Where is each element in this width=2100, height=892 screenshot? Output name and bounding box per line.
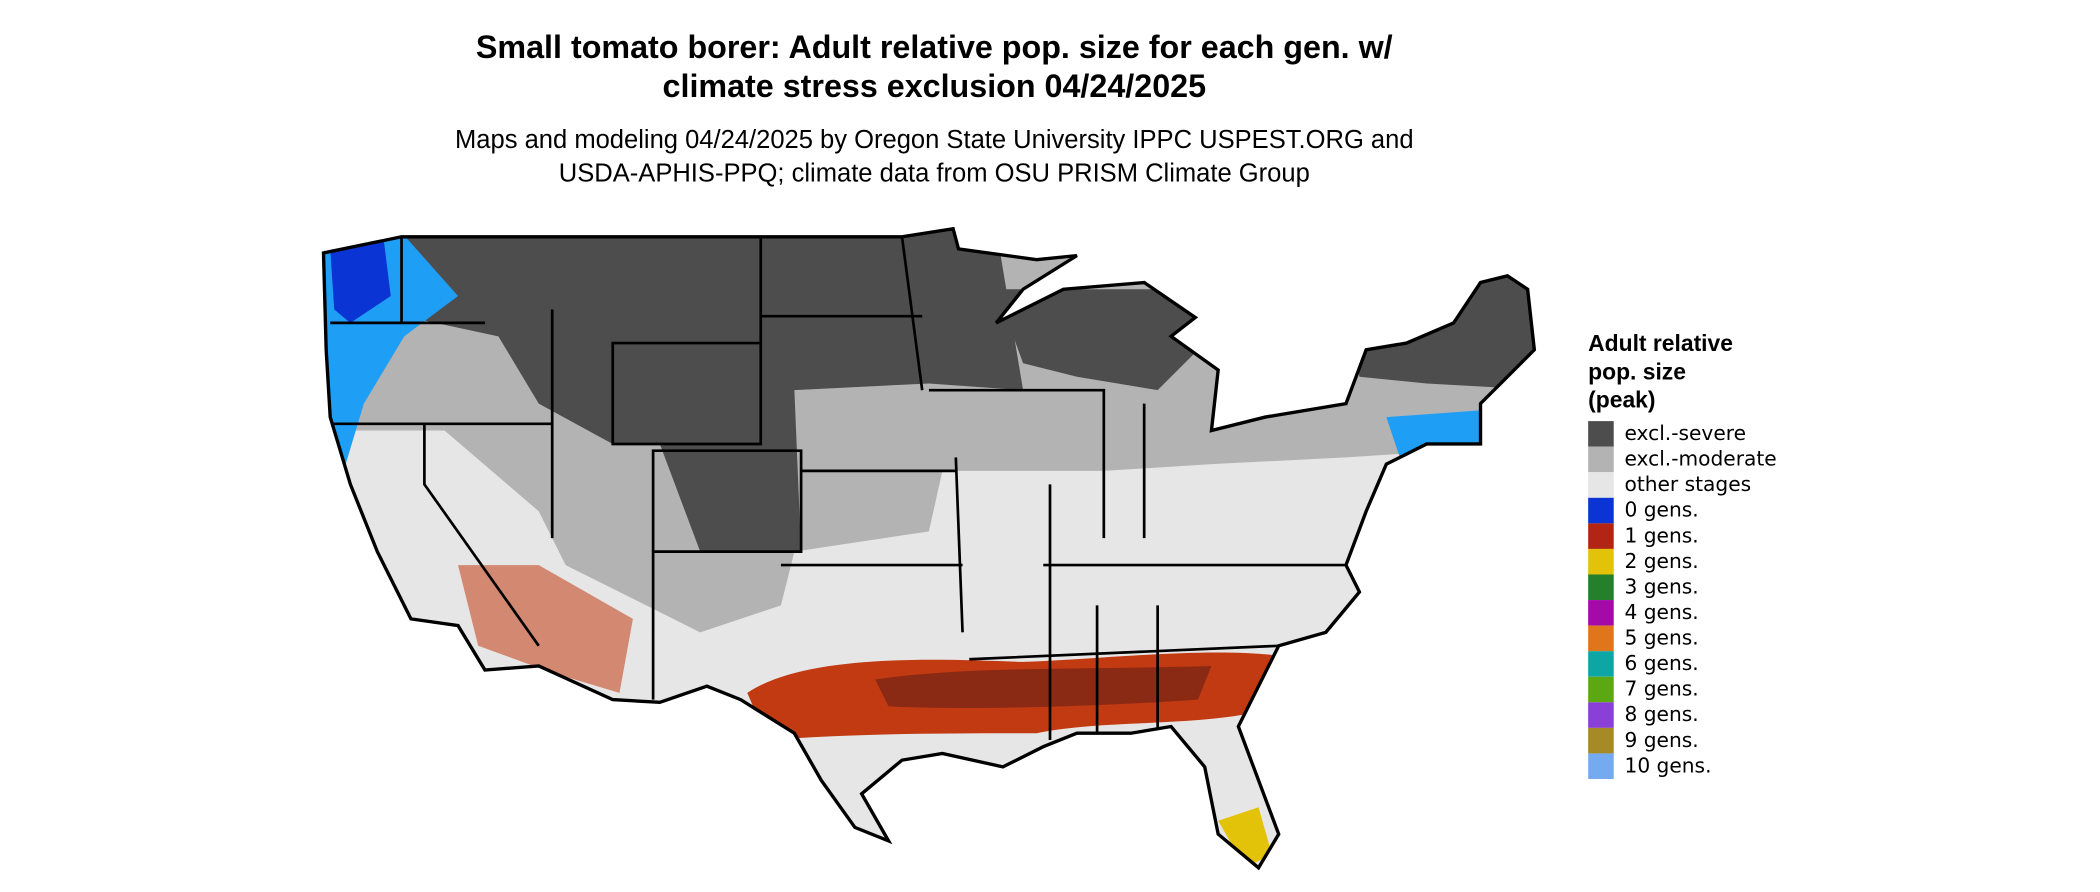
legend-label: 8 gens. xyxy=(1624,702,1698,726)
legend-label: 0 gens. xyxy=(1624,498,1698,522)
legend-label: 5 gens. xyxy=(1624,626,1698,650)
cold-region xyxy=(330,242,391,323)
legend-swatch xyxy=(1588,702,1614,728)
title-line: Small tomato borer: Adult relative pop. … xyxy=(476,29,1393,65)
legend-label: 10 gens. xyxy=(1624,753,1711,777)
severe-region xyxy=(1345,269,1535,391)
legend-label: excl.-moderate xyxy=(1624,447,1776,471)
legend-swatch xyxy=(1588,446,1614,473)
severe-region xyxy=(404,228,1024,552)
legend-swatch xyxy=(1588,574,1614,601)
legend-swatch xyxy=(1588,497,1614,524)
cold-region xyxy=(1386,410,1481,458)
legend-label: 4 gens. xyxy=(1624,600,1698,624)
gen1-region xyxy=(458,565,633,693)
legend-swatch xyxy=(1588,600,1614,626)
gen2-region xyxy=(1218,807,1272,868)
legend-label: 2 gens. xyxy=(1624,549,1698,573)
us-outline xyxy=(321,226,1537,871)
legend-swatch xyxy=(1588,523,1614,549)
state-borders xyxy=(330,236,1360,754)
legend-swatch xyxy=(1588,753,1614,779)
gen1-region xyxy=(875,665,1212,708)
severe-region xyxy=(996,289,1212,391)
legend-swatch xyxy=(1588,676,1614,703)
map xyxy=(323,228,1535,868)
legend-label: excl.-severe xyxy=(1624,421,1746,445)
subtitle-line: USDA-APHIS-PPQ; climate data from OSU PR… xyxy=(559,160,1310,188)
title-line: climate stress exclusion 04/24/2025 xyxy=(663,68,1207,104)
legend-label: other stages xyxy=(1624,472,1751,496)
legend-swatch xyxy=(1588,548,1614,575)
legend-title: (peak) xyxy=(1588,387,1655,413)
legend-label: 6 gens. xyxy=(1624,651,1698,675)
legend-swatch xyxy=(1588,651,1614,677)
legend-label: 1 gens. xyxy=(1624,523,1698,547)
legend-swatch xyxy=(1588,625,1614,652)
legend-label: 3 gens. xyxy=(1624,574,1698,598)
legend-title: pop. size xyxy=(1588,358,1686,384)
legend-swatch xyxy=(1588,727,1614,754)
legend-swatch xyxy=(1588,472,1614,498)
subtitle-line: Maps and modeling 04/24/2025 by Oregon S… xyxy=(455,126,1414,154)
legend-swatch xyxy=(1588,421,1614,447)
legend-label: 7 gens. xyxy=(1624,677,1698,701)
legend-title: Adult relative xyxy=(1588,330,1733,356)
legend-label: 9 gens. xyxy=(1624,728,1698,752)
